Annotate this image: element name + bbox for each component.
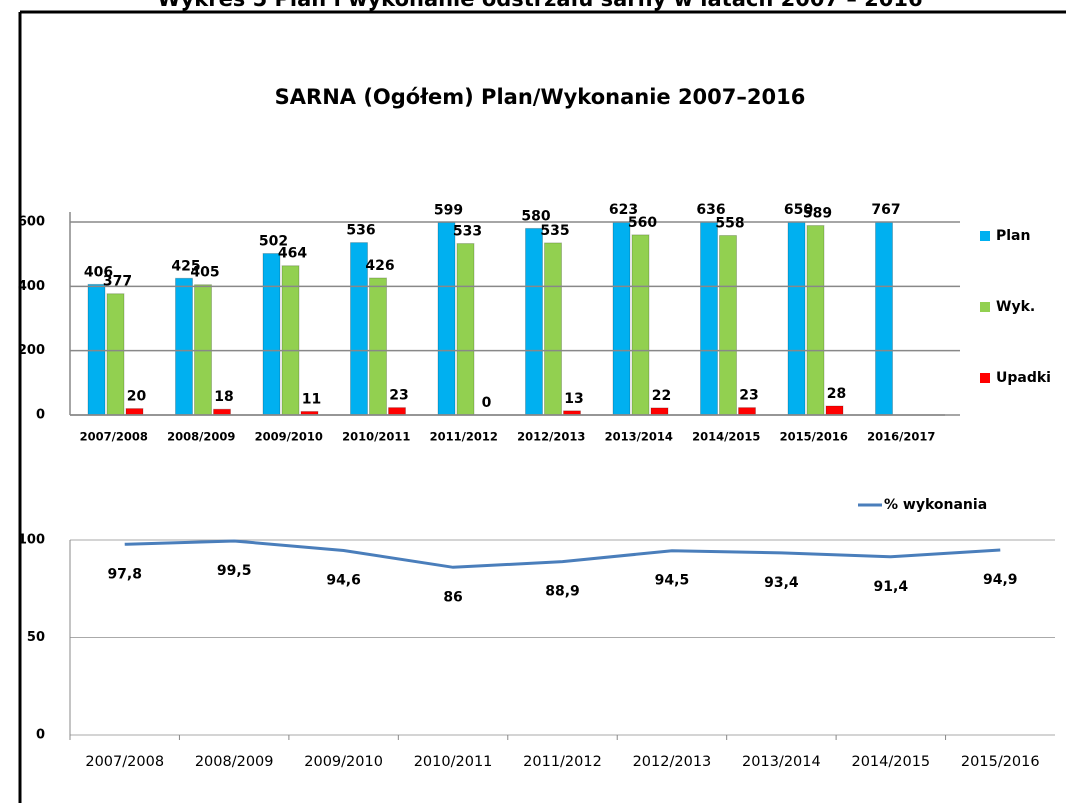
data-label: 13 (564, 391, 583, 407)
data-label: 88,9 (545, 584, 580, 600)
data-label: 94,6 (326, 573, 361, 589)
x-tick-label: 2007/2008 (80, 430, 148, 444)
data-label: 406 (84, 264, 113, 280)
legend-swatch (980, 231, 990, 241)
bar (262, 253, 281, 416)
data-label: 28 (827, 386, 846, 402)
data-label: 502 (259, 234, 288, 250)
bar (87, 283, 106, 416)
x-tick-label: 2015/2016 (780, 430, 848, 444)
x-tick-label: 2014/2015 (851, 754, 930, 770)
bar (388, 407, 406, 416)
x-tick-label: 2012/2013 (517, 430, 585, 444)
x-tick-label: 2015/2016 (961, 754, 1040, 770)
y-tick-label: 600 (18, 215, 45, 230)
data-label: 426 (365, 258, 394, 274)
bar (281, 265, 300, 416)
legend-label: % wykonania (884, 497, 987, 513)
data-label: 18 (214, 389, 233, 405)
bar (213, 408, 231, 416)
data-label: 560 (628, 215, 657, 231)
x-tick-label: 2010/2011 (342, 430, 410, 444)
bar (787, 222, 806, 416)
data-label: 97,8 (107, 566, 142, 582)
legend-label: Upadki (996, 370, 1051, 386)
data-label: 20 (127, 389, 147, 405)
x-tick-label: 2007/2008 (85, 754, 164, 770)
data-label: 535 (540, 223, 569, 239)
data-label: 0 (482, 395, 492, 411)
bar (650, 407, 669, 416)
x-tick-label: 2014/2015 (692, 430, 760, 444)
bar (806, 225, 825, 416)
data-label: 23 (739, 388, 758, 404)
x-tick-label: 2013/2014 (742, 754, 821, 770)
data-label: 636 (696, 202, 725, 218)
line (124, 539, 1001, 569)
data-label: 405 (190, 265, 219, 281)
legend-swatch (980, 302, 990, 312)
y-tick-label: 200 (18, 343, 45, 358)
legend-label: Wyk. (996, 299, 1035, 315)
bar-plot (87, 222, 893, 416)
data-label: 558 (715, 216, 744, 232)
data-label: 86 (443, 589, 462, 605)
bar (544, 242, 562, 416)
bar (369, 277, 387, 416)
y-tick-label: 100 (18, 533, 45, 548)
data-label: 599 (434, 202, 463, 218)
data-label: 580 (521, 208, 550, 224)
bar (175, 277, 193, 416)
data-label: 533 (453, 224, 482, 240)
data-label: 536 (346, 223, 375, 239)
legend-swatch (980, 373, 990, 383)
y-tick-label: 0 (36, 408, 45, 423)
bar (719, 235, 737, 416)
data-label: 425 (171, 258, 200, 274)
data-label: 94,5 (655, 573, 690, 589)
bar (825, 405, 844, 416)
bar (700, 222, 718, 416)
x-tick-label: 2009/2010 (304, 754, 383, 770)
legend-label: Plan (996, 228, 1030, 244)
chart-title: SARNA (Ogółem) Plan/Wykonanie 2007–2016 (275, 85, 806, 109)
data-label: 377 (103, 274, 132, 290)
data-label: 464 (278, 246, 307, 262)
bar (631, 234, 650, 416)
data-label: 589 (803, 206, 832, 222)
y-tick-label: 400 (18, 279, 45, 294)
bar (456, 243, 475, 416)
x-tick-label: 2013/2014 (605, 430, 673, 444)
x-tick-label: 2012/2013 (633, 754, 712, 770)
data-label: 23 (389, 388, 408, 404)
data-label: 623 (609, 202, 638, 218)
bar (437, 222, 456, 416)
x-tick-label: 2011/2012 (523, 754, 602, 770)
data-label: 99,5 (217, 563, 252, 579)
data-label: 22 (652, 388, 671, 404)
bar (106, 293, 125, 416)
data-label: 767 (871, 202, 900, 218)
y-tick-label: 0 (36, 728, 45, 743)
x-tick-label: 2009/2010 (255, 430, 323, 444)
data-label: 11 (302, 391, 321, 407)
data-label: 94,9 (983, 572, 1018, 588)
bar (194, 284, 212, 416)
y-tick-label: 50 (27, 630, 45, 645)
page-heading: Wykres 5 Plan i wykonanie odstrzału sarn… (157, 0, 922, 11)
bar (125, 408, 144, 416)
bar (525, 227, 543, 416)
data-label: 91,4 (874, 579, 909, 595)
data-label: 93,4 (764, 575, 799, 591)
x-tick-label: 2011/2012 (430, 430, 498, 444)
bar (738, 407, 756, 416)
x-tick-label: 2010/2011 (414, 754, 493, 770)
data-label: 650 (784, 202, 813, 218)
x-tick-label: 2016/2017 (867, 430, 935, 444)
bar (612, 222, 631, 416)
x-tick-label: 2008/2009 (167, 430, 235, 444)
x-tick-label: 2008/2009 (195, 754, 274, 770)
